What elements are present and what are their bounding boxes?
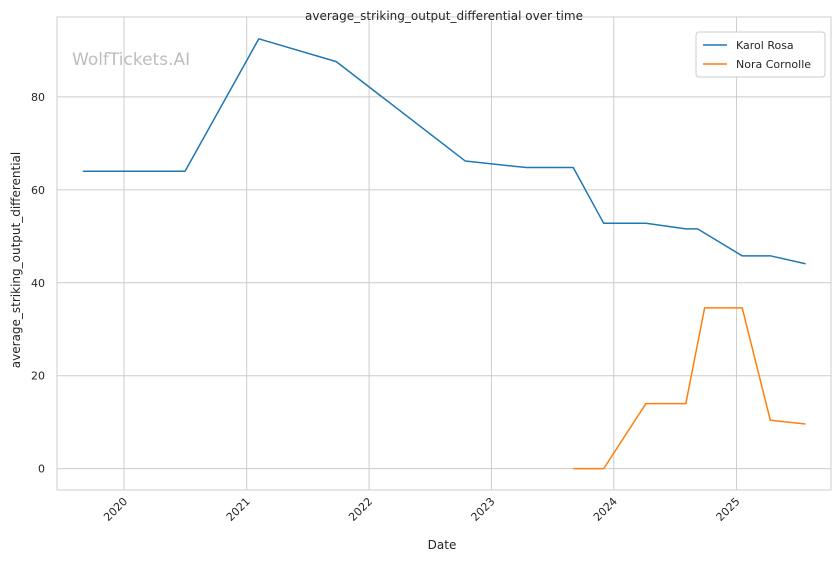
x-tick-label: 2021	[224, 495, 253, 524]
y-tick-label: 60	[31, 184, 45, 197]
grid	[57, 17, 831, 490]
series-line-karol-rosa	[82, 38, 806, 265]
x-tick-label: 2020	[101, 495, 130, 524]
chart-title: average_striking_output_differential ove…	[305, 9, 583, 23]
legend: Karol Rosa Nora Cornolle	[695, 31, 826, 78]
x-tick-label: 2024	[591, 495, 620, 524]
legend-label-karol-rosa: Karol Rosa	[736, 39, 794, 52]
series-layer	[82, 38, 806, 470]
y-axis-label: average_striking_output_differential	[9, 152, 23, 368]
y-tick-label: 0	[38, 463, 45, 476]
x-tick-label: 2025	[714, 495, 743, 524]
tick-labels: 0 20 40 60 80 2020 2021 2022 2023 2024 2025	[31, 91, 743, 524]
y-tick-label: 80	[31, 91, 45, 104]
plot-area-frame	[56, 16, 832, 491]
x-tick-label: 2023	[469, 495, 498, 524]
legend-box	[695, 31, 826, 78]
x-tick-label: 2022	[346, 495, 375, 524]
y-tick-label: 40	[31, 277, 45, 290]
watermark-text: WolfTickets.AI	[72, 50, 190, 70]
y-tick-label: 20	[31, 370, 45, 383]
x-axis-label: Date	[428, 538, 457, 552]
legend-label-nora-cornolle: Nora Cornolle	[736, 58, 811, 71]
series-line-nora-cornolle	[573, 307, 806, 470]
